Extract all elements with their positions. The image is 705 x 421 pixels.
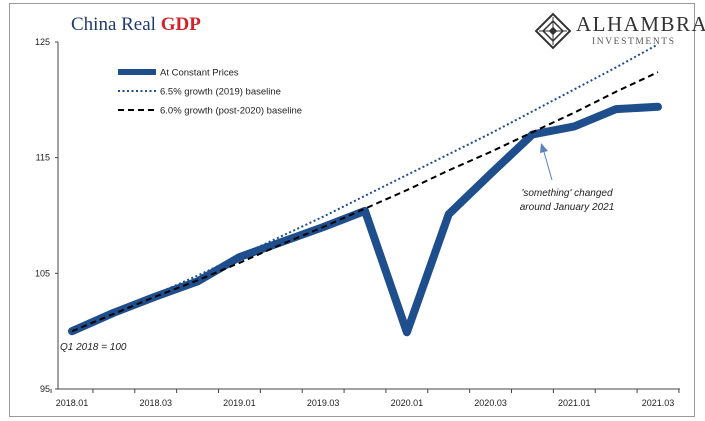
axes: 95 105 115 125 2018.01 2018.03 2019.01 2019.03 2…: [35, 37, 680, 408]
base-note: Q1 2018 = 100: [60, 342, 127, 353]
x-tick-label: 2020.01: [391, 398, 424, 408]
brand-diamond-icon: [534, 12, 572, 50]
y-tick-label: 105: [35, 268, 50, 278]
brand-tagline: INVESTMENTS: [592, 37, 676, 47]
legend-label: At Constant Prices: [160, 68, 239, 79]
y-tick-label: 95: [40, 384, 50, 394]
x-tick-label: 2018.01: [56, 398, 89, 408]
y-tick-label: 115: [36, 153, 50, 163]
y-tick-label: 125: [35, 37, 50, 47]
chart-title: China Real GDP: [71, 14, 201, 35]
annotation-arrowhead: [540, 143, 548, 153]
brand-name: ALHAMBRA: [576, 12, 705, 36]
x-tick-label: 2019.01: [223, 398, 256, 408]
legend-label: 6.5% growth (2019) baseline: [160, 87, 281, 98]
x-tick-label: 2021.01: [558, 398, 591, 408]
brand-logo: ALHAMBRA INVESTMENTS: [532, 10, 705, 52]
series-line-1: [68, 102, 662, 337]
x-tick-label: 2020.03: [474, 398, 507, 408]
annotation-arrow: [543, 151, 553, 181]
series-line-3: [71, 71, 659, 333]
x-tick-label: 2019.03: [307, 398, 340, 408]
annotation-text: around January 2021: [520, 202, 615, 213]
legend: At Constant Prices 6.5% growth (2019) bas…: [118, 68, 302, 117]
annotations: 'something' changed around January 2021 Q1…: [60, 143, 614, 353]
annotation-text: 'something' changed: [521, 188, 613, 199]
legend-label: 6.0% growth (post-2020) baseline: [160, 106, 302, 117]
x-tick-label: 2018.03: [139, 398, 172, 408]
x-tick-label: 2021.03: [642, 398, 675, 408]
series-layer: [68, 43, 662, 337]
series-line-2: [71, 43, 659, 333]
